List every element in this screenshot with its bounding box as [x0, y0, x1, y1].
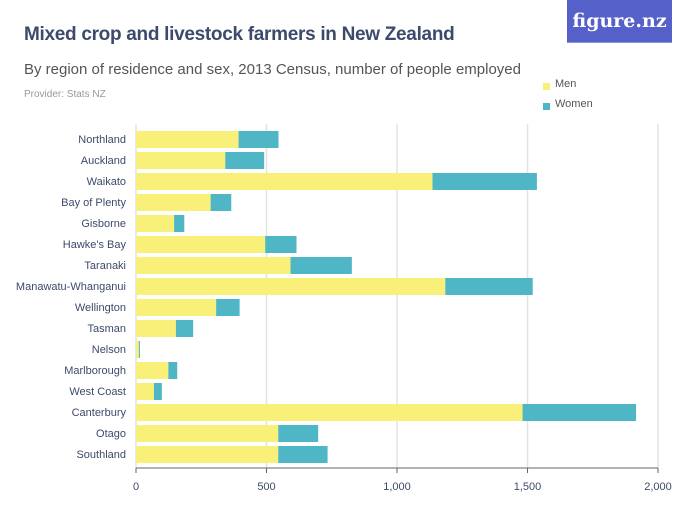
figure-nz-logo[interactable]: figure.nz — [567, 0, 672, 43]
category-label: West Coast — [69, 386, 126, 398]
bar-women — [278, 425, 319, 442]
category-label: Manawatu-Whanganui — [16, 281, 126, 293]
bar-women — [290, 257, 352, 274]
category-label: Wellington — [75, 302, 126, 314]
bar-men — [136, 131, 239, 148]
bar-women — [168, 362, 178, 379]
bar-men — [136, 194, 211, 211]
category-label: Taranaki — [84, 260, 126, 272]
legend-swatch-men — [543, 82, 550, 90]
bar-men — [136, 299, 217, 316]
bar-women — [238, 131, 279, 148]
category-label: Otago — [96, 428, 126, 440]
bar-men — [136, 236, 266, 253]
bar-men — [136, 341, 139, 358]
chart-subtitle: By region of residence and sex, 2013 Cen… — [24, 61, 521, 78]
bar-women — [225, 152, 265, 169]
bar-men — [136, 425, 279, 442]
category-label: Tasman — [87, 323, 126, 335]
bar-men — [136, 278, 446, 295]
legend-label-women: Women — [555, 98, 593, 110]
bar-men — [136, 320, 176, 337]
x-tick-label: 2,000 — [644, 481, 672, 493]
category-label: Auckland — [81, 155, 126, 167]
category-label: Hawke's Bay — [63, 239, 127, 251]
x-tick-label: 500 — [257, 481, 275, 493]
legend-item-women: Women — [543, 94, 593, 114]
bar-women — [432, 173, 537, 190]
legend-swatch-women — [543, 102, 550, 110]
bar-women — [278, 446, 328, 463]
bar-women — [175, 320, 194, 337]
category-label: Nelson — [92, 344, 126, 356]
x-tick-label: 1,500 — [514, 481, 542, 493]
category-label: Waikato — [87, 176, 126, 188]
category-label: Canterbury — [72, 407, 127, 419]
bar-men — [136, 173, 433, 190]
bar-men — [136, 257, 291, 274]
category-label: Marlborough — [64, 365, 126, 377]
bar-women — [522, 404, 637, 421]
category-label: Bay of Plenty — [61, 197, 126, 209]
category-label: Gisborne — [81, 218, 126, 230]
category-label: Northland — [78, 134, 126, 146]
bar-women — [210, 194, 232, 211]
chart-title: Mixed crop and livestock farmers in New … — [24, 24, 455, 45]
bar-men — [136, 362, 169, 379]
category-label: Southland — [76, 449, 126, 461]
bar-women — [216, 299, 240, 316]
bar-women — [265, 236, 297, 253]
bar-men — [136, 404, 523, 421]
legend-item-men: Men — [543, 74, 593, 94]
bar-men — [136, 215, 175, 232]
bar-women — [445, 278, 533, 295]
bar-men — [136, 152, 226, 169]
bar-men — [136, 446, 279, 463]
bar-men — [136, 383, 155, 400]
bar-women — [138, 341, 140, 358]
x-tick-label: 1,000 — [383, 481, 411, 493]
bar-women — [154, 383, 162, 400]
legend-label-men: Men — [555, 78, 577, 90]
legend: Men Women — [543, 74, 593, 114]
bar-women — [174, 215, 185, 232]
x-tick-label: 0 — [133, 481, 139, 493]
provider-text: Provider: Stats NZ — [24, 89, 106, 100]
